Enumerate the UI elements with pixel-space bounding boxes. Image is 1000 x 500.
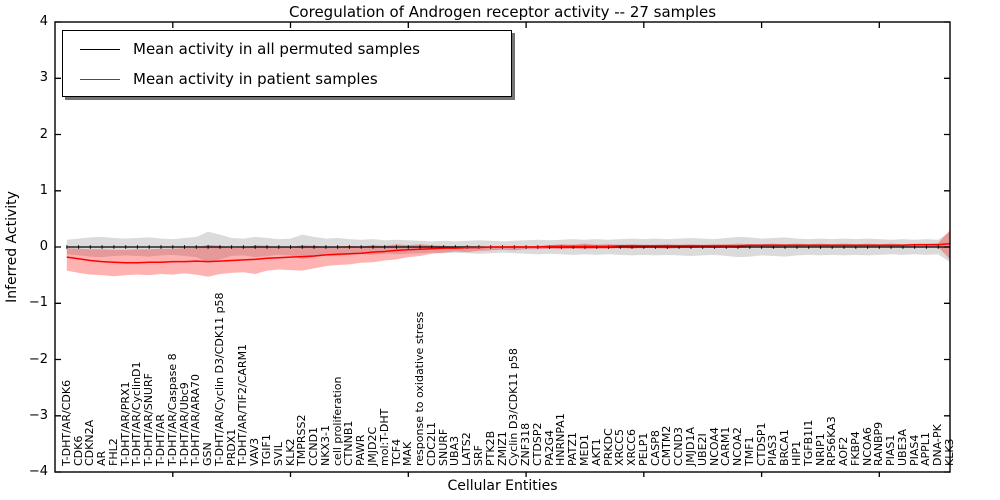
x-axis-label: Cellular Entities <box>447 478 558 494</box>
x-tick-label: mol:T-DHT <box>377 408 391 466</box>
x-tick-label: CTDSP2 <box>530 422 544 466</box>
chart-title: Coregulation of Androgen receptor activi… <box>288 3 717 21</box>
y-tick-label: −4 <box>28 464 48 479</box>
legend-line-patient-icon <box>80 78 120 80</box>
y-tick-label: −3 <box>28 407 48 423</box>
x-tick-label: PELP1 <box>636 432 650 466</box>
legend: Mean activity in all permuted samples Me… <box>62 30 512 97</box>
y-tick-label: 0 <box>39 239 48 254</box>
x-tick-label: KLK3 <box>943 438 956 466</box>
y-tick-label: −1 <box>28 295 48 311</box>
legend-item-permuted: Mean activity in all permuted samples <box>63 34 511 64</box>
x-tick-label: PTK2B <box>483 430 497 466</box>
y-tick-label: 1 <box>39 182 48 198</box>
y-tick-label: 4 <box>39 14 48 29</box>
y-tick-label: 3 <box>39 70 48 86</box>
x-tick-label: CDC2L1 <box>424 422 438 466</box>
x-tick-label: FKBP4 <box>848 431 862 466</box>
x-tick-label: UBE2I <box>695 433 709 466</box>
legend-item-patient: Mean activity in patient samples <box>63 64 511 94</box>
x-tick-label: T-DHT/AR/Caspase 8 <box>165 353 179 466</box>
y-tick-label: −2 <box>28 351 48 367</box>
axis-ticks <box>55 21 950 477</box>
x-tick-label: SVIL <box>271 442 285 466</box>
legend-line-permuted-icon <box>80 48 120 50</box>
legend-label-patient: Mean activity in patient samples <box>133 70 378 88</box>
patient-mean-line <box>66 242 951 264</box>
x-tick-label: T-DHT/AR/CDK6 <box>59 379 73 466</box>
y-tick-label: 2 <box>39 126 48 142</box>
x-tick-label: TGFB1I1 <box>801 419 815 466</box>
x-tick-label: TMF1 <box>742 436 756 466</box>
legend-label-permuted: Mean activity in all permuted samples <box>133 40 420 58</box>
x-tick-label: AKT1 <box>589 438 603 466</box>
patient-std-band <box>66 230 951 277</box>
